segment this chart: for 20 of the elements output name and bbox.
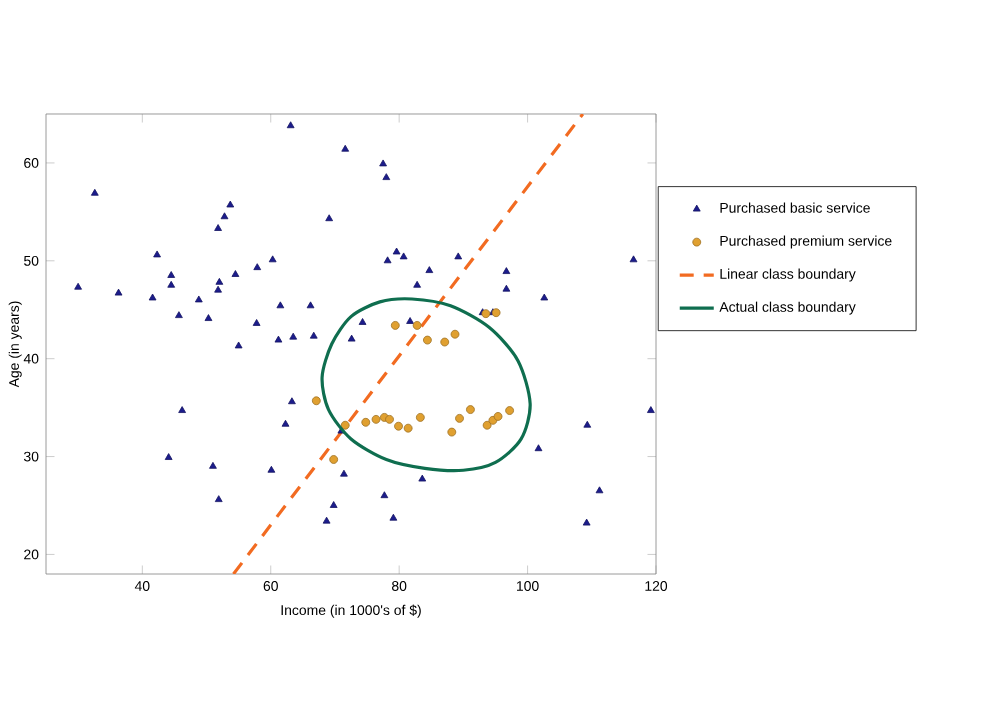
point bbox=[466, 405, 475, 414]
point bbox=[450, 329, 460, 339]
point bbox=[340, 420, 350, 430]
point bbox=[415, 413, 425, 422]
point bbox=[493, 412, 503, 421]
point bbox=[412, 321, 422, 330]
point bbox=[455, 414, 464, 423]
point bbox=[440, 337, 450, 347]
point bbox=[311, 396, 321, 406]
point bbox=[329, 455, 339, 464]
point bbox=[403, 423, 413, 433]
point bbox=[505, 406, 514, 415]
point bbox=[385, 414, 394, 424]
point bbox=[390, 321, 400, 330]
point bbox=[361, 417, 371, 427]
point bbox=[394, 421, 403, 431]
point bbox=[482, 420, 492, 430]
point bbox=[423, 335, 432, 345]
point bbox=[371, 414, 381, 424]
point bbox=[447, 427, 457, 437]
